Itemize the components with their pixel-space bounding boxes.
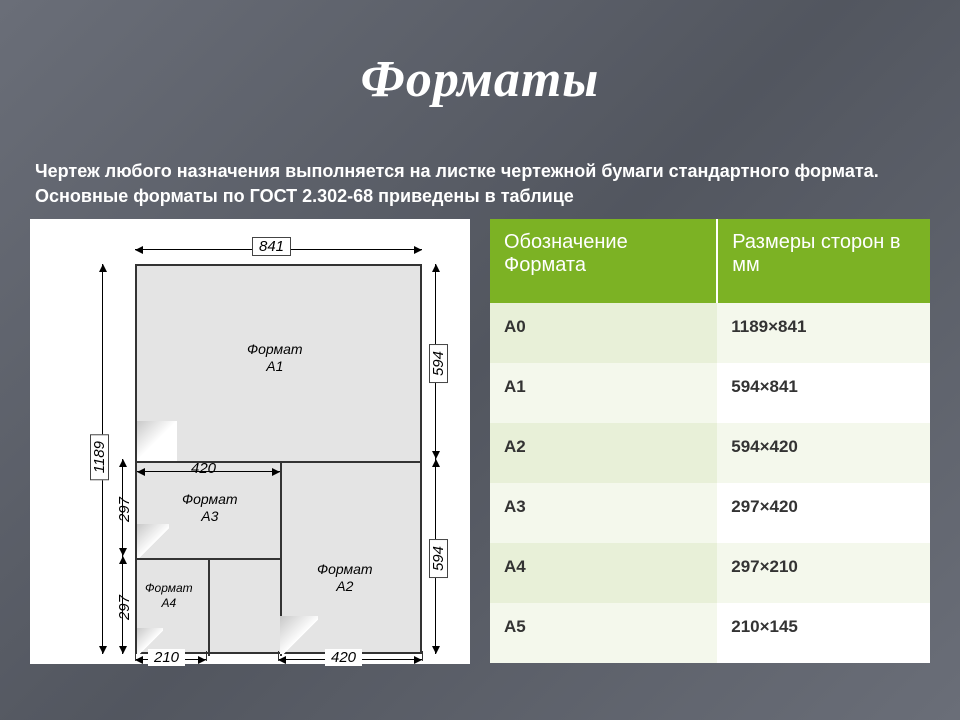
sheet-outer: Формат А1 Формат А2 Формат А3 Формат А4	[135, 264, 422, 654]
cell-format: А0	[490, 303, 717, 363]
dim-594-a1: 594	[429, 344, 448, 383]
col-header-size: Размеры сторон в мм	[717, 219, 930, 303]
cell-size: 210×145	[717, 603, 930, 663]
table-row: А5210×145	[490, 603, 930, 663]
formats-table-wrap: Обозначение Формата Размеры сторон в мм …	[490, 219, 930, 664]
col-header-name: Обозначение Формата	[490, 219, 717, 303]
tick	[422, 651, 423, 661]
tick	[206, 651, 207, 661]
label-a3: Формат А3	[182, 491, 238, 525]
dim-210: 210	[148, 649, 185, 666]
fold-a3-curl	[137, 524, 169, 558]
page-subtitle: Чертеж любого назначения выполняется на …	[0, 109, 960, 219]
dim-841: 841	[252, 237, 291, 256]
table-row: А01189×841	[490, 303, 930, 363]
table-row: А4297×210	[490, 543, 930, 603]
format-diagram: 841 1189 Формат А1 Формат А2 Формат А3 Ф	[30, 219, 470, 664]
content-row: 841 1189 Формат А1 Формат А2 Формат А3 Ф	[0, 219, 960, 664]
cell-size: 1189×841	[717, 303, 930, 363]
dim-297-a3: 297	[116, 491, 133, 528]
page-title: Форматы	[0, 0, 960, 109]
label-a4: Формат А4	[145, 581, 193, 610]
cell-size: 297×420	[717, 483, 930, 543]
label-a1: Формат А1	[247, 341, 303, 375]
dim-420-a3: 420	[185, 460, 222, 477]
fold-a1-curl	[137, 421, 177, 461]
sheet-divider-a1	[137, 461, 420, 463]
label-a2: Формат А2	[317, 561, 373, 595]
cell-format: А3	[490, 483, 717, 543]
cell-size: 594×841	[717, 363, 930, 423]
cell-format: А5	[490, 603, 717, 663]
tick	[135, 651, 136, 661]
cell-size: 594×420	[717, 423, 930, 483]
formats-table: Обозначение Формата Размеры сторон в мм …	[490, 219, 930, 663]
sheet-divider-a4	[208, 558, 210, 656]
table-row: А3297×420	[490, 483, 930, 543]
cell-format: А4	[490, 543, 717, 603]
fold-a2-curl	[280, 616, 318, 654]
table-row: А1594×841	[490, 363, 930, 423]
cell-format: А1	[490, 363, 717, 423]
table-row: А2594×420	[490, 423, 930, 483]
dim-594-a2: 594	[429, 539, 448, 578]
cell-format: А2	[490, 423, 717, 483]
tick	[278, 651, 279, 661]
dim-1189: 1189	[90, 434, 109, 480]
dim-297-a4: 297	[116, 589, 133, 626]
cell-size: 297×210	[717, 543, 930, 603]
dim-420-a2: 420	[325, 649, 362, 666]
